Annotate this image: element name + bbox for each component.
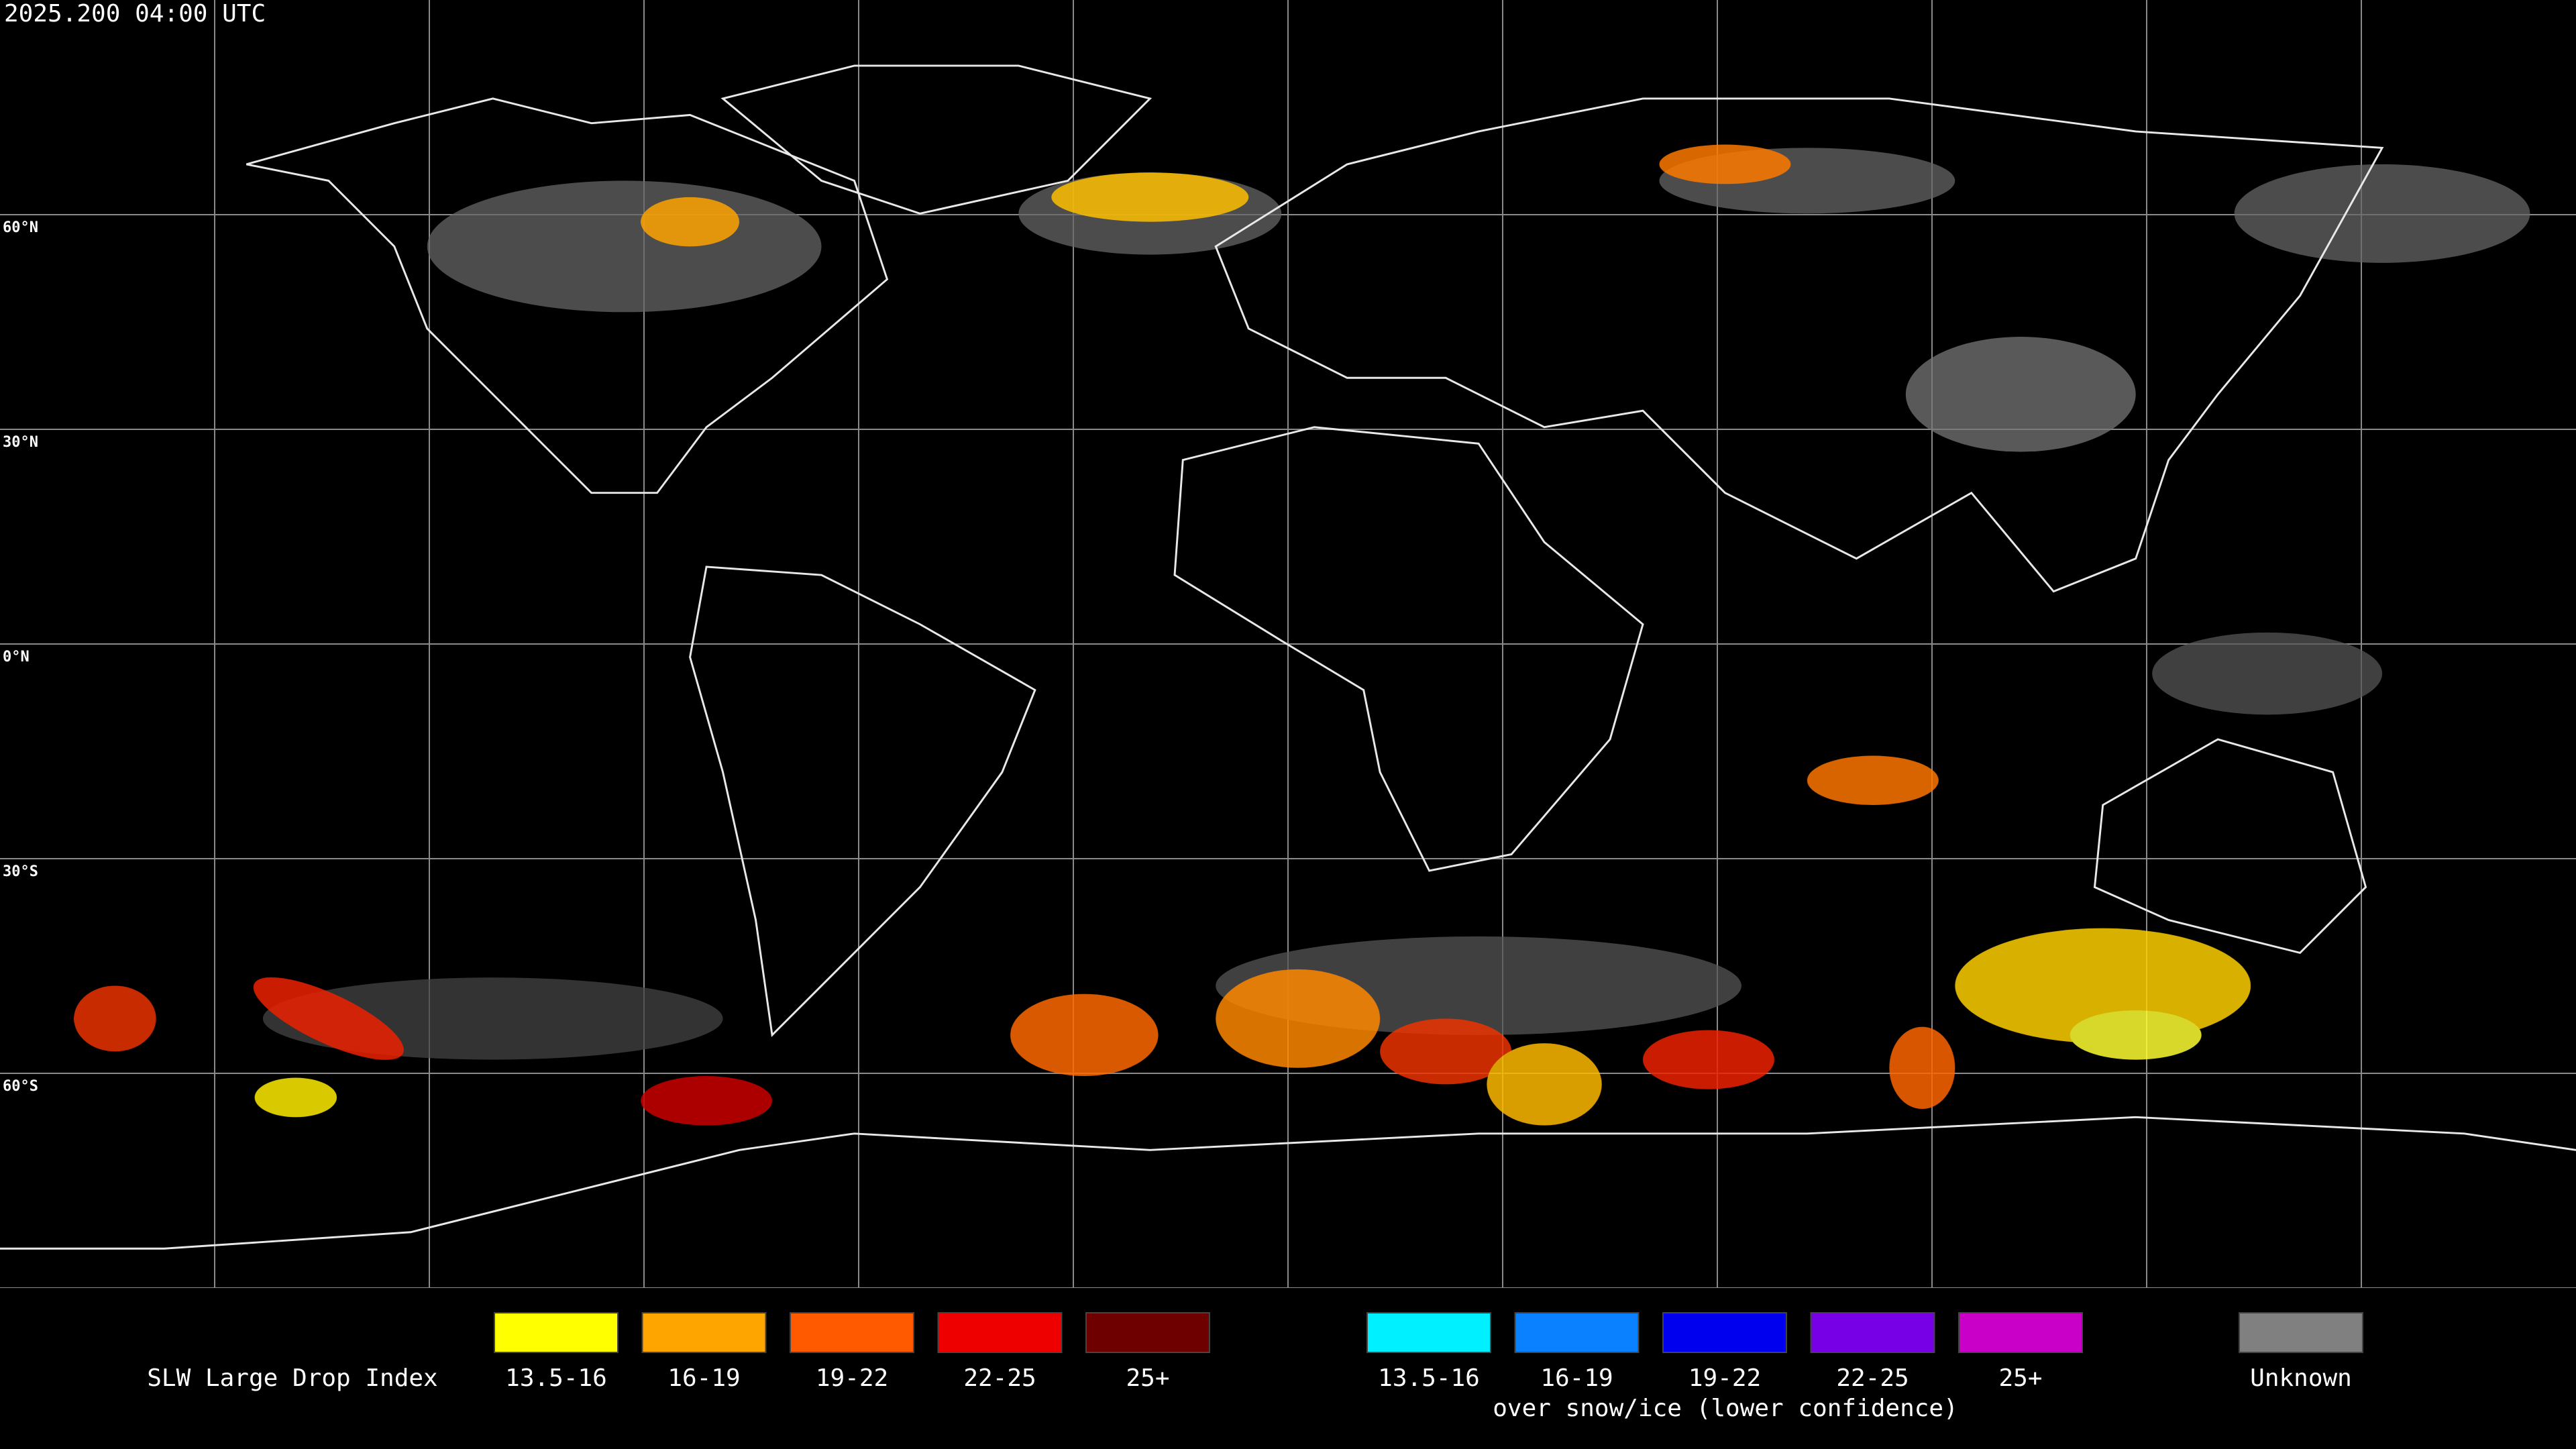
latitude-label: 0°N	[3, 649, 30, 665]
legend-label: Unknown	[2250, 1364, 2352, 1392]
legend-label: 25+	[1126, 1364, 1169, 1392]
legend-swatch	[1366, 1312, 1491, 1353]
latitude-label: 30°S	[3, 863, 38, 880]
legend-label: 19-22	[816, 1364, 888, 1392]
legend-swatch	[790, 1312, 914, 1353]
legend-label: 19-22	[1688, 1364, 1761, 1392]
latitude-label: 30°N	[3, 434, 38, 451]
legend-label: 25+	[1998, 1364, 2042, 1392]
legend-swatch	[1662, 1312, 1787, 1353]
legend-swatch	[1958, 1312, 2083, 1353]
legend-label: 22-25	[963, 1364, 1036, 1392]
legend: 13.5-16 16-19 19-22 22-25 25+ 13.5-16 16-19 19-…	[494, 1312, 2363, 1392]
legend-label: 16-19	[667, 1364, 740, 1392]
legend-swatch	[937, 1312, 1063, 1353]
legend-swatch	[1810, 1312, 1935, 1353]
legend-swatch	[1514, 1312, 1640, 1353]
latitude-label: 60°N	[3, 219, 38, 236]
legend-swatch	[641, 1312, 767, 1353]
legend-label: 16-19	[1540, 1364, 1613, 1392]
latitude-label: 60°S	[3, 1078, 38, 1095]
legend-title: SLW Large Drop Index	[147, 1364, 437, 1392]
legend-swatch	[494, 1312, 619, 1353]
legend-label: 13.5-16	[1378, 1364, 1480, 1392]
legend-swatch	[1085, 1312, 1210, 1353]
timestamp: 2025.200 04:00 UTC	[4, 0, 266, 28]
legend-label: 22-25	[1836, 1364, 1909, 1392]
legend-swatch	[2239, 1312, 2363, 1353]
slw-clouds	[74, 144, 2251, 1126]
coastlines	[0, 64, 2576, 1250]
legend-caption: over snow/ice (lower confidence)	[1493, 1395, 1958, 1422]
map-features	[0, 64, 2576, 1250]
legend-background	[0, 1288, 2576, 1449]
legend-label: 13.5-16	[505, 1364, 607, 1392]
